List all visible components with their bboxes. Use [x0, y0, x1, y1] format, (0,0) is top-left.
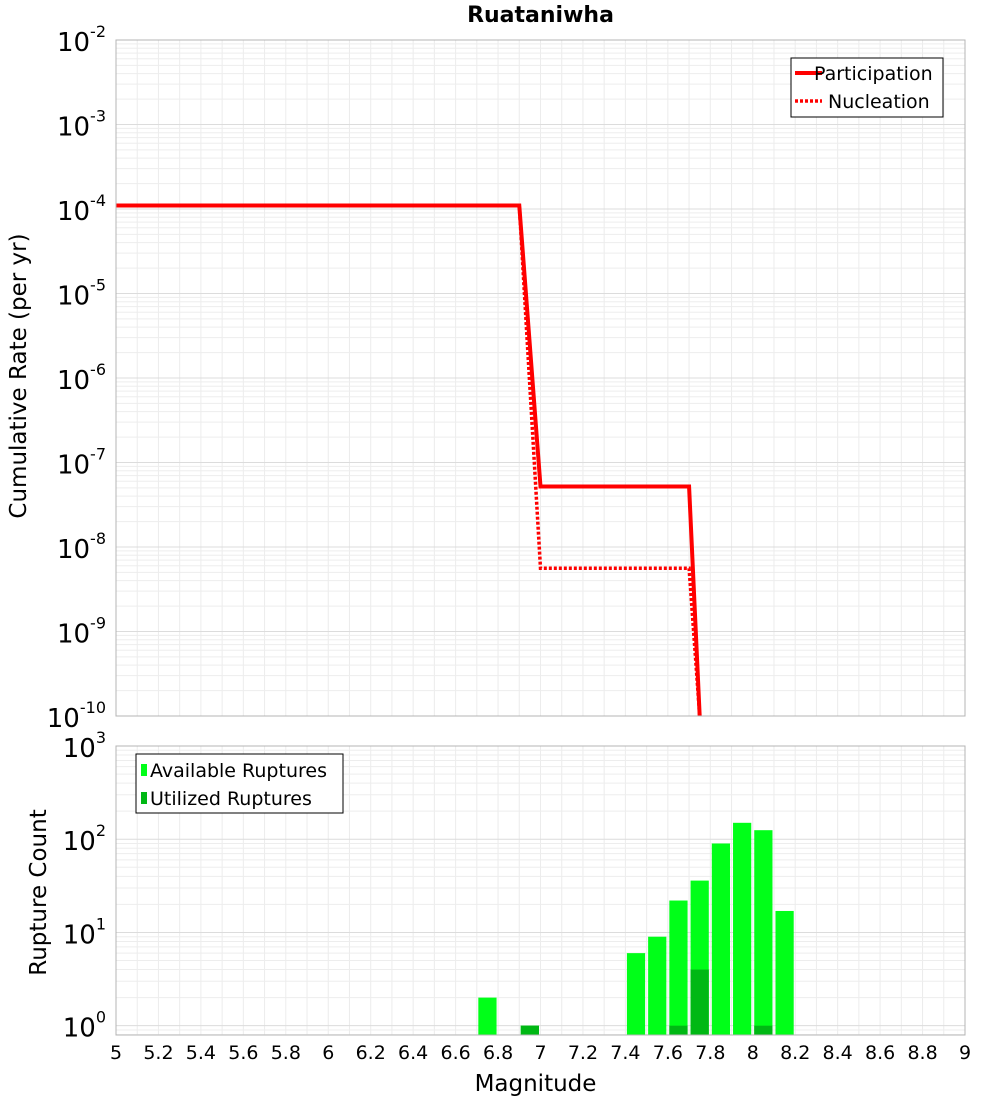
bar-available-ruptures: [775, 910, 794, 1035]
x-axis-label: Magnitude: [475, 1071, 597, 1097]
bar-available-ruptures: [754, 830, 773, 1035]
bar-utilized-ruptures: [754, 1025, 773, 1035]
top-ytick-label: 10-3: [57, 107, 106, 143]
bar-utilized-ruptures: [669, 1025, 688, 1035]
top-legend-box: [790, 57, 944, 118]
x-tick-label: 7.4: [610, 1042, 640, 1064]
x-tick-label: 5.4: [186, 1042, 216, 1064]
x-tick-label: 6.2: [356, 1042, 386, 1064]
x-tick-label: 6.6: [440, 1042, 470, 1064]
top-ytick-label: 10-2: [57, 22, 106, 58]
bar-utilized-ruptures: [690, 969, 709, 1035]
legend-label-available-ruptures: Available Ruptures: [150, 760, 327, 782]
bottom-ytick-label: 100: [63, 1008, 106, 1044]
bar-available-ruptures: [626, 953, 646, 1035]
legend-swatch-utilized-ruptures: [141, 792, 147, 804]
bar-available-ruptures: [478, 997, 497, 1035]
x-tick-label: 8.4: [823, 1042, 853, 1064]
legend-swatch-available-ruptures: [141, 764, 147, 776]
x-tick-label: 8.6: [865, 1042, 895, 1064]
x-tick-label: 8: [747, 1042, 759, 1064]
bar-utilized-ruptures: [520, 1025, 539, 1035]
top-y-axis-label: Cumulative Rate (per yr): [6, 233, 32, 518]
x-tick-label: 6.8: [483, 1042, 513, 1064]
bottom-grid: [115, 746, 966, 1036]
legend-label-nucleation: Nucleation: [828, 91, 930, 113]
bar-available-ruptures: [648, 936, 667, 1035]
top-ytick-label: 10-5: [57, 276, 106, 312]
top-ytick-label: 10-6: [57, 360, 106, 396]
x-tick-label: 5.2: [143, 1042, 173, 1064]
x-tick-label: 7: [534, 1042, 546, 1064]
x-tick-label: 5: [110, 1042, 122, 1064]
series-line-nucleation: [116, 203, 702, 717]
x-tick-label: 7.8: [695, 1042, 725, 1064]
top-ytick-label: 10-9: [57, 614, 106, 650]
bar-available-ruptures: [733, 822, 752, 1035]
bar-available-ruptures: [669, 900, 688, 1035]
x-tick-label: 6.4: [398, 1042, 428, 1064]
x-tick-label: 7.2: [568, 1042, 598, 1064]
bottom-ytick-label: 102: [63, 821, 106, 857]
bottom-frame: [115, 745, 966, 1036]
bottom-y-axis-label: Rupture Count: [26, 809, 52, 975]
legend-label-participation: Participation: [814, 63, 933, 85]
top-ytick-label: 10-7: [57, 445, 106, 481]
x-tick-label: 8.2: [780, 1042, 810, 1064]
x-tick-label: 6: [322, 1042, 334, 1064]
top-grid: [115, 40, 966, 717]
bar-available-ruptures: [711, 843, 731, 1035]
top-ytick-label: 10-4: [57, 191, 106, 227]
bottom-legend: Available Ruptures Utilized Ruptures: [135, 753, 344, 814]
x-tick-label: 8.8: [907, 1042, 937, 1064]
x-tick-label: 5.8: [271, 1042, 301, 1064]
top-ytick-label: 10-8: [57, 529, 106, 565]
top-legend: Participation Nucleation: [790, 57, 944, 118]
bottom-legend-box: [135, 753, 344, 814]
x-tick-label: 9: [959, 1042, 971, 1064]
series-line-participation: [116, 203, 702, 717]
top-frame: [115, 39, 966, 717]
bottom-ytick-label: 101: [63, 914, 106, 950]
x-tick-label: 5.6: [228, 1042, 258, 1064]
legend-label-utilized-ruptures: Utilized Ruptures: [150, 788, 312, 810]
x-tick-label: 7.6: [653, 1042, 683, 1064]
bottom-ytick-label: 103: [63, 728, 106, 764]
top-ytick-label: 10-10: [47, 698, 106, 734]
chart-title: Ruataniwha: [467, 3, 614, 28]
